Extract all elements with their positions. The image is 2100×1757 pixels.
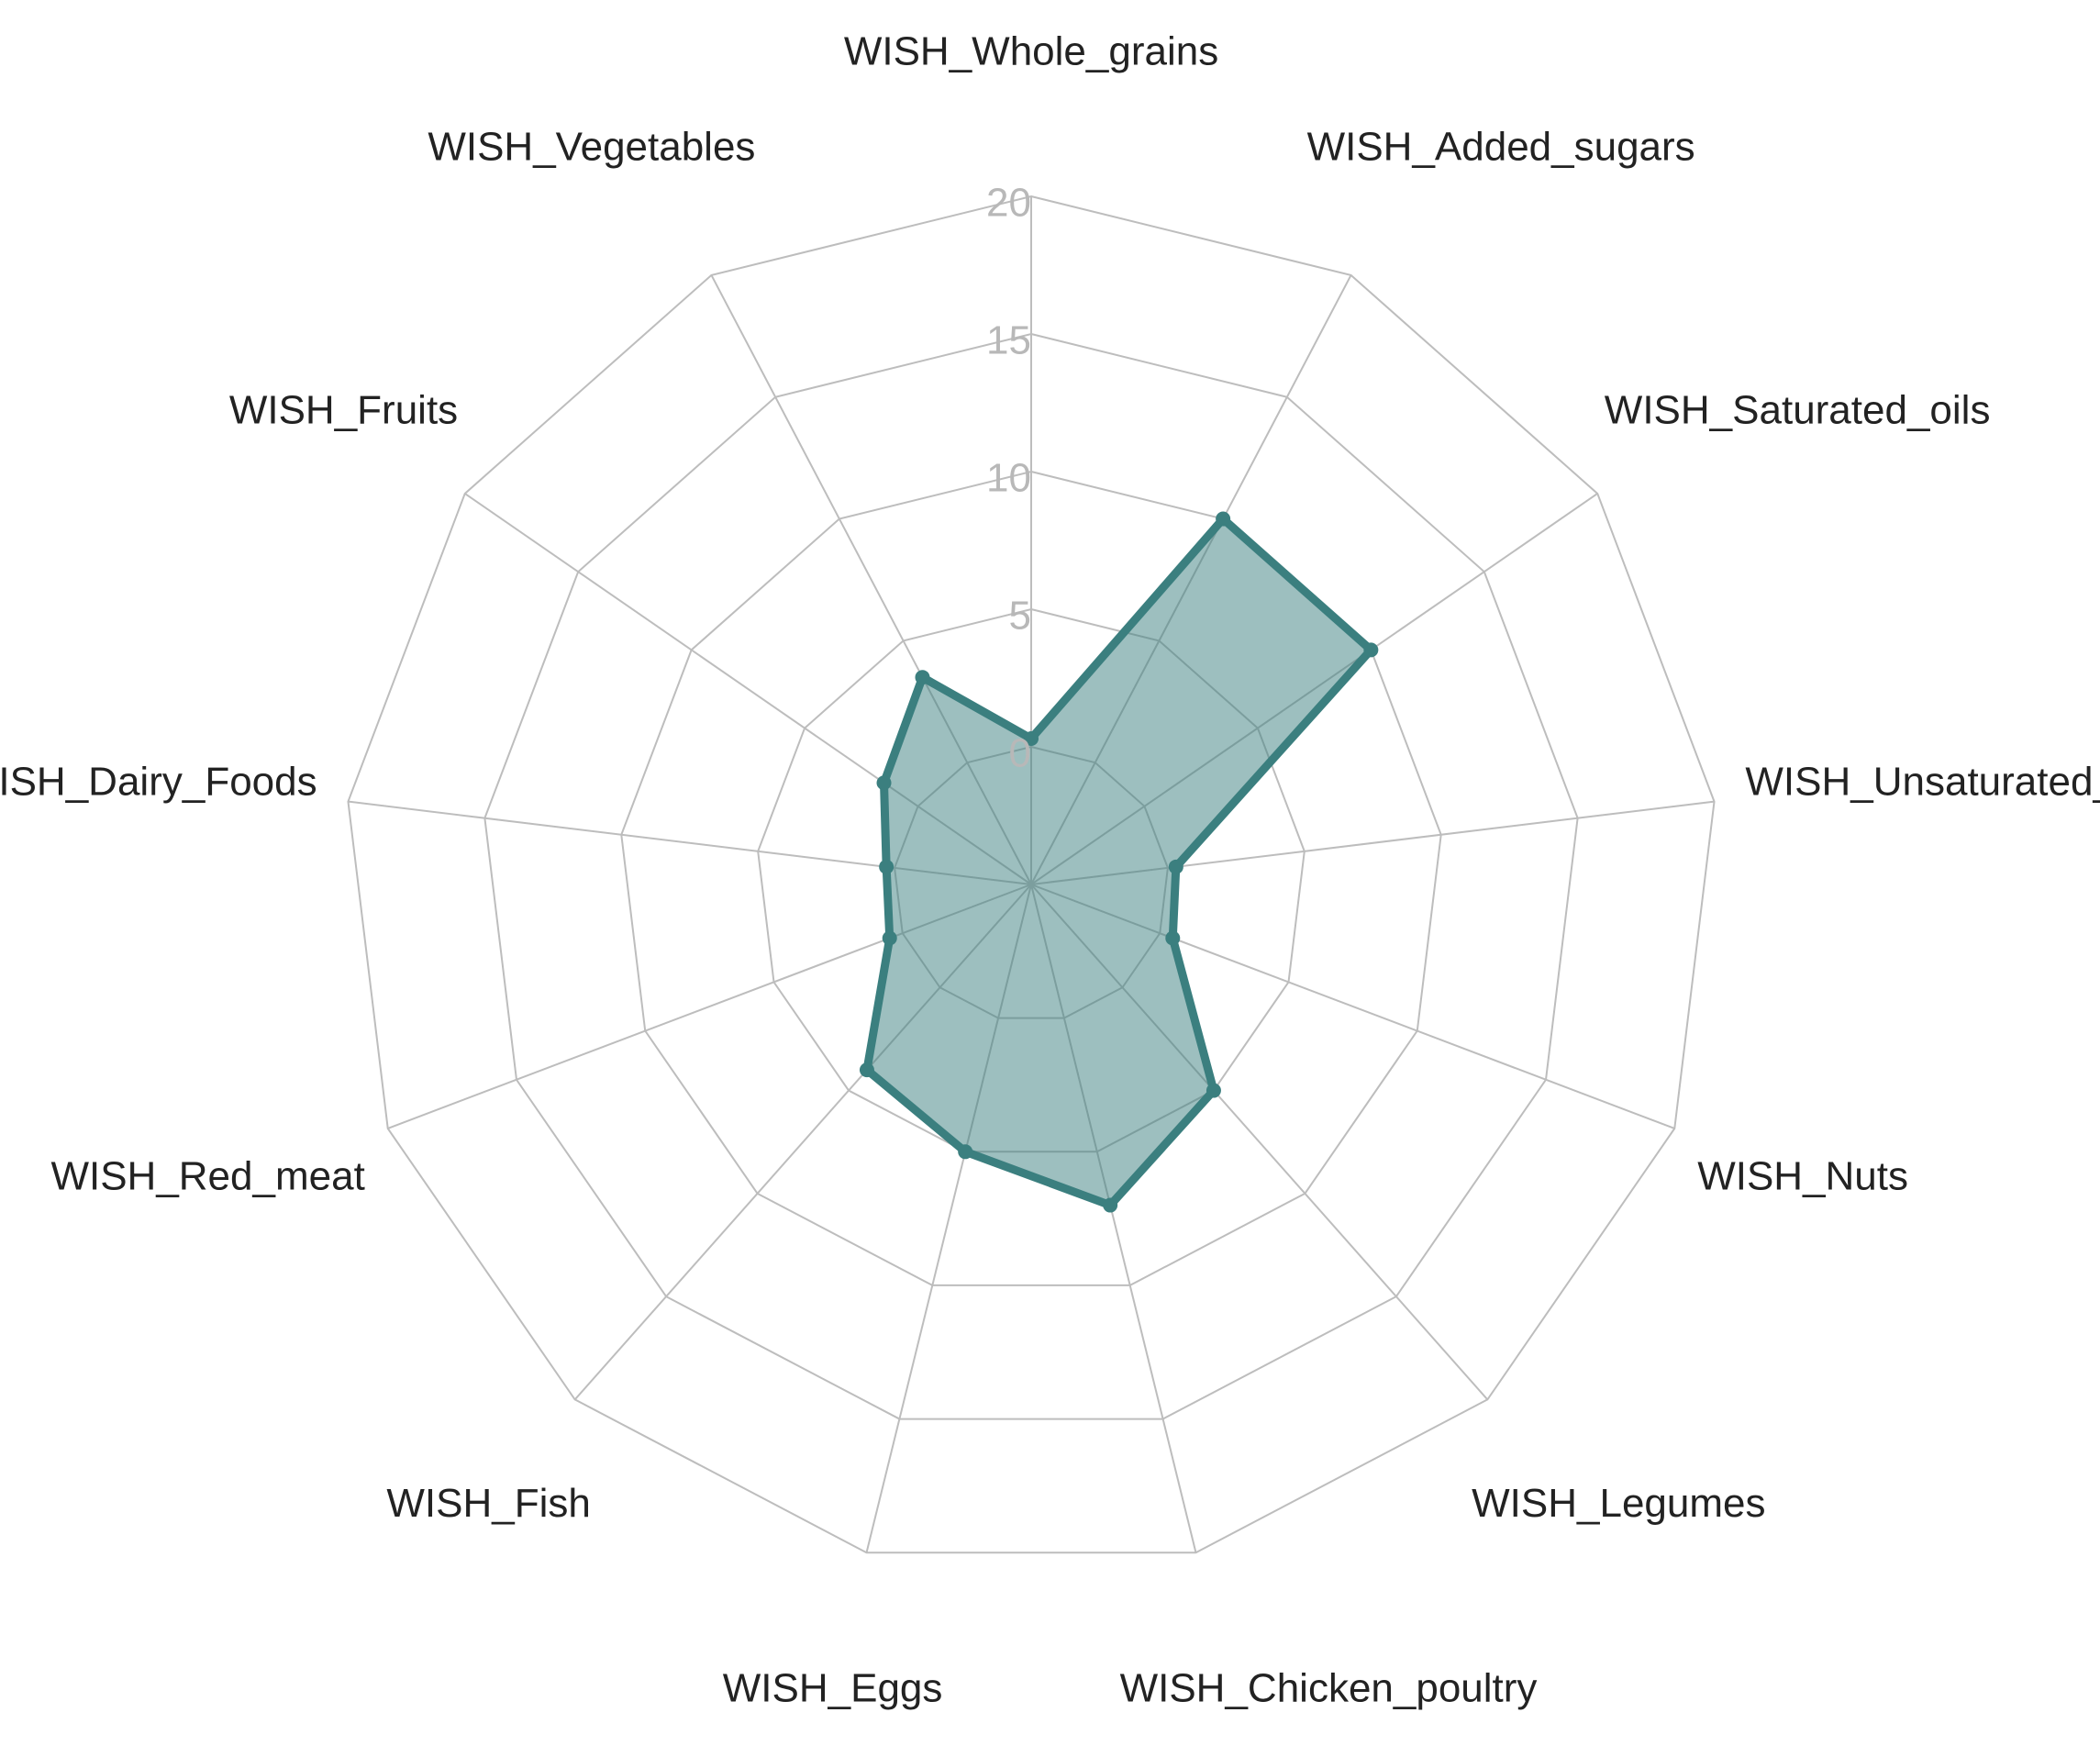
grid-polygon <box>483 332 1579 1420</box>
radar-point <box>859 1062 874 1078</box>
category-label: WISH_Unsaturated_oils <box>1745 760 2100 805</box>
category-label: WISH_Chicken_poultry <box>1120 1665 1538 1710</box>
category-label: WISH_Fish <box>386 1481 590 1526</box>
tick-label: 0 <box>1009 731 1031 776</box>
category-label: WISH_Legumes <box>1472 1481 1765 1526</box>
radar-point <box>1216 511 1231 527</box>
radar-point <box>958 1144 973 1160</box>
radar-point <box>882 930 897 946</box>
category-label: WISH_Eggs <box>723 1665 943 1710</box>
category-label: WISH_Red_meat <box>50 1154 364 1199</box>
grid-polygon <box>347 195 1716 1554</box>
tick-label: 10 <box>986 456 1031 501</box>
category-label: WISH_Vegetables <box>428 124 755 169</box>
category-label: WISH_Nuts <box>1697 1154 1908 1199</box>
tick-label: 15 <box>986 318 1031 363</box>
radar-point <box>876 775 892 791</box>
grid-polygon <box>620 470 1442 1286</box>
radar-point <box>1168 859 1183 874</box>
radar-point <box>1363 642 1379 658</box>
radar-point <box>1165 930 1181 946</box>
category-label: WISH_Dairy_Foods <box>0 760 317 805</box>
radar-point <box>1024 731 1039 746</box>
radar-point <box>879 859 894 874</box>
radar-point <box>1206 1083 1221 1098</box>
category-label: WISH_Added_sugars <box>1307 124 1695 169</box>
radar-point <box>915 670 930 685</box>
radar-area <box>862 513 1377 1210</box>
category-label: WISH_Fruits <box>229 388 458 433</box>
tick-label: 5 <box>1009 594 1031 639</box>
category-label: WISH_Whole_grains <box>844 29 1218 74</box>
radar-point <box>1103 1197 1118 1213</box>
tick-label: 20 <box>986 181 1031 226</box>
category-label: WISH_Saturated_oils <box>1605 388 1991 433</box>
